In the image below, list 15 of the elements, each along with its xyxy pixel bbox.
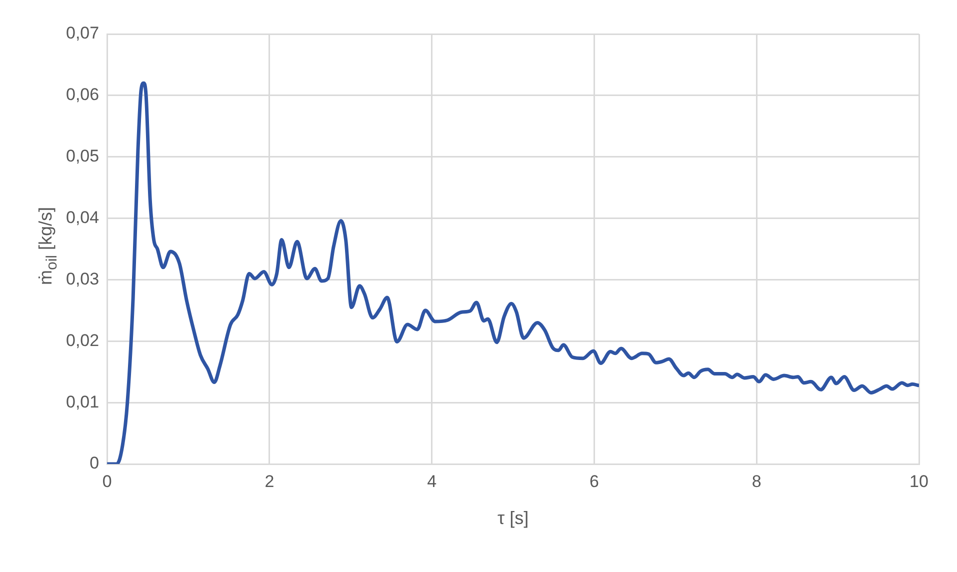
y-tick-label: 0,03 xyxy=(66,269,100,288)
x-tick-label: 4 xyxy=(427,472,437,491)
y-tick-label: 0,07 xyxy=(66,24,100,43)
y-tick-label: 0,02 xyxy=(66,330,100,350)
x-tick-label: 2 xyxy=(264,472,274,491)
y-tick-label: 0,06 xyxy=(66,85,100,104)
y-tick-label: 0 xyxy=(90,454,100,473)
x-tick-label: 8 xyxy=(752,472,762,491)
x-tick-label: 10 xyxy=(910,472,928,491)
y-tick-label: 0,01 xyxy=(66,392,100,412)
y-tick-label: 0,04 xyxy=(66,208,100,227)
x-tick-label: 0 xyxy=(102,472,112,491)
y-tick-label: 0,05 xyxy=(66,146,100,166)
x-axis-title: τ [s] xyxy=(497,508,529,528)
x-tick-label: 6 xyxy=(590,472,599,491)
